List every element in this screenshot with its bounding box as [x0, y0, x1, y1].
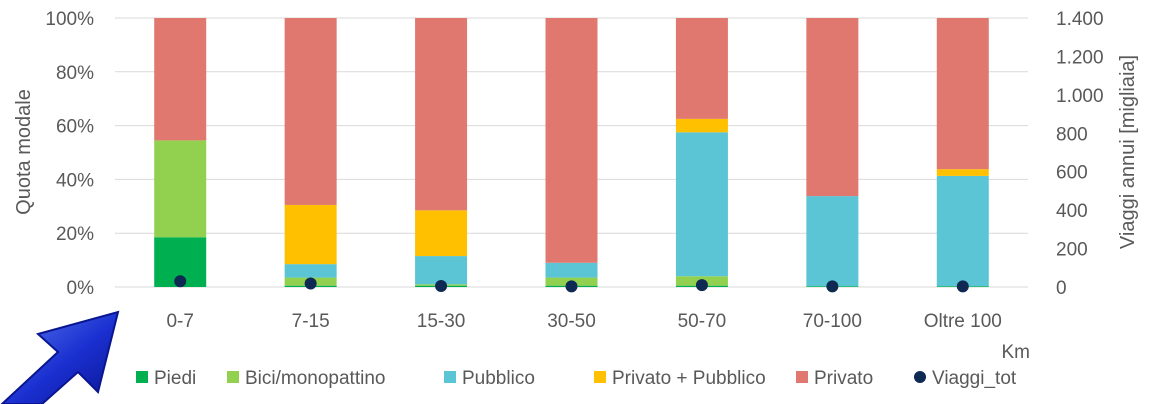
y2-tick-label: 400	[1056, 201, 1088, 222]
legend-label: Bici/monopattino	[245, 368, 385, 389]
bar-segment	[284, 18, 337, 205]
x-axis-tick-labels: 0-7 7-15 15-30 30-50 50-70 70-100 Oltre 100	[166, 311, 1001, 332]
x-tick-label: 15-30	[417, 311, 466, 332]
viaggi-tot-point	[565, 280, 578, 293]
y2-tick-label: 200	[1056, 240, 1088, 261]
bar-segment	[284, 204, 337, 265]
y2-axis-label: Viaggi annui [migliaia]	[1117, 55, 1139, 249]
y2-tick-label: 800	[1056, 124, 1088, 145]
y-axis-label: Quota modale	[13, 89, 35, 215]
y2-tick-label: 600	[1056, 163, 1088, 184]
legend: Piedi Bici/monopattino Pubblico Privato + P…	[136, 368, 1017, 389]
x-axis-label: Km	[1002, 342, 1031, 363]
bar-segment	[545, 262, 598, 278]
legend-swatch	[594, 371, 606, 383]
legend-swatch	[444, 371, 456, 383]
y2-tick-label: 0	[1056, 278, 1067, 299]
bar-segment	[415, 18, 468, 211]
bar-segment	[675, 132, 728, 277]
legend-swatch	[136, 371, 148, 383]
viaggi-tot-point	[174, 275, 187, 288]
bars	[154, 18, 989, 287]
bar-segment	[675, 18, 728, 119]
y2-tick-label: 1.000	[1056, 86, 1104, 107]
bar-segment	[415, 210, 468, 257]
x-tick-label: 70-100	[803, 311, 862, 332]
y2-tick-label: 1.400	[1056, 9, 1104, 30]
viaggi-tot-point	[695, 279, 708, 292]
y-tick-label: 0%	[67, 278, 95, 299]
legend-label: Piedi	[154, 368, 196, 389]
y-tick-label: 20%	[56, 224, 94, 245]
bar-segment	[936, 175, 989, 287]
viaggi-tot-point	[435, 280, 448, 293]
bar-segment	[284, 264, 337, 278]
bar-segment	[936, 169, 989, 176]
viaggi-tot-points	[174, 275, 969, 293]
legend-label: Pubblico	[462, 368, 535, 389]
viaggi-tot-point	[826, 280, 839, 293]
y-tick-label: 100%	[45, 9, 94, 30]
bar-segment	[415, 256, 468, 285]
bar-segment	[806, 18, 859, 197]
x-tick-label: 50-70	[678, 311, 727, 332]
legend-label: Privato + Pubblico	[612, 368, 766, 389]
arrow-icon	[0, 310, 120, 404]
legend-label: Viaggi_tot	[932, 368, 1017, 389]
x-tick-label: Oltre 100	[924, 311, 1002, 332]
bar-segment	[936, 18, 989, 170]
bar-segment	[154, 18, 207, 141]
bar-segment	[675, 118, 728, 133]
legend-swatch	[914, 371, 926, 383]
bar-segment	[545, 18, 598, 263]
y2-tick-label: 1.200	[1056, 47, 1104, 68]
viaggi-tot-point	[304, 277, 317, 290]
bar-segment	[154, 140, 207, 238]
y2-axis-tick-labels: 0 200 400 600 800 1.000 1.200 1.400	[1056, 9, 1104, 299]
legend-label: Privato	[814, 368, 873, 389]
x-tick-label: 7-15	[292, 311, 330, 332]
bar-segment	[806, 196, 859, 287]
y-tick-label: 80%	[56, 63, 94, 84]
legend-swatch	[227, 371, 239, 383]
y-axis-tick-labels: 0% 20% 40% 60% 80% 100%	[45, 9, 94, 299]
y-tick-label: 60%	[56, 117, 94, 138]
x-tick-label: 0-7	[166, 311, 193, 332]
viaggi-tot-point	[956, 280, 969, 293]
y-tick-label: 40%	[56, 170, 94, 191]
x-tick-label: 30-50	[547, 311, 596, 332]
legend-swatch	[796, 371, 808, 383]
